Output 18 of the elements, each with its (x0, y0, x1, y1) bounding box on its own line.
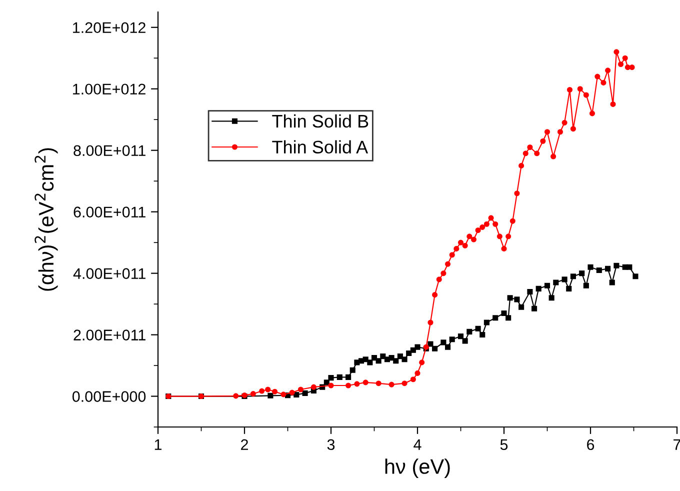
y-tick-label: 2.00E+011 (74, 330, 146, 340)
y-tick-label: 8.00E+011 (74, 145, 146, 156)
y-tick-label: 0.00E+000 (72, 391, 146, 402)
x-tick-label: 2 (241, 439, 248, 450)
y-tick-label: 1.20E+012 (73, 22, 146, 34)
x-tick-label: 7 (674, 439, 680, 450)
x-tick-label: 6 (587, 439, 594, 450)
x-tick-label: 5 (500, 439, 508, 450)
legend-label: Thin Solid B (272, 114, 368, 128)
x-tick-label: 4 (414, 439, 422, 450)
y-tick-label: 6.00E+011 (74, 206, 146, 218)
y-axis-title: (αhν)$^{2}$(eV$^{2}$cm$^{2}$) (34, 148, 58, 291)
y-tick-label: 1.00E+012 (73, 84, 146, 95)
y-tick-label: 4.00E+011 (73, 268, 146, 279)
legend-label: Thin Solid A (272, 140, 368, 154)
x-tick-label: 3 (327, 439, 335, 450)
x-tick-label: 1 (154, 439, 162, 450)
x-axis-title: hν (eV) (385, 458, 450, 478)
